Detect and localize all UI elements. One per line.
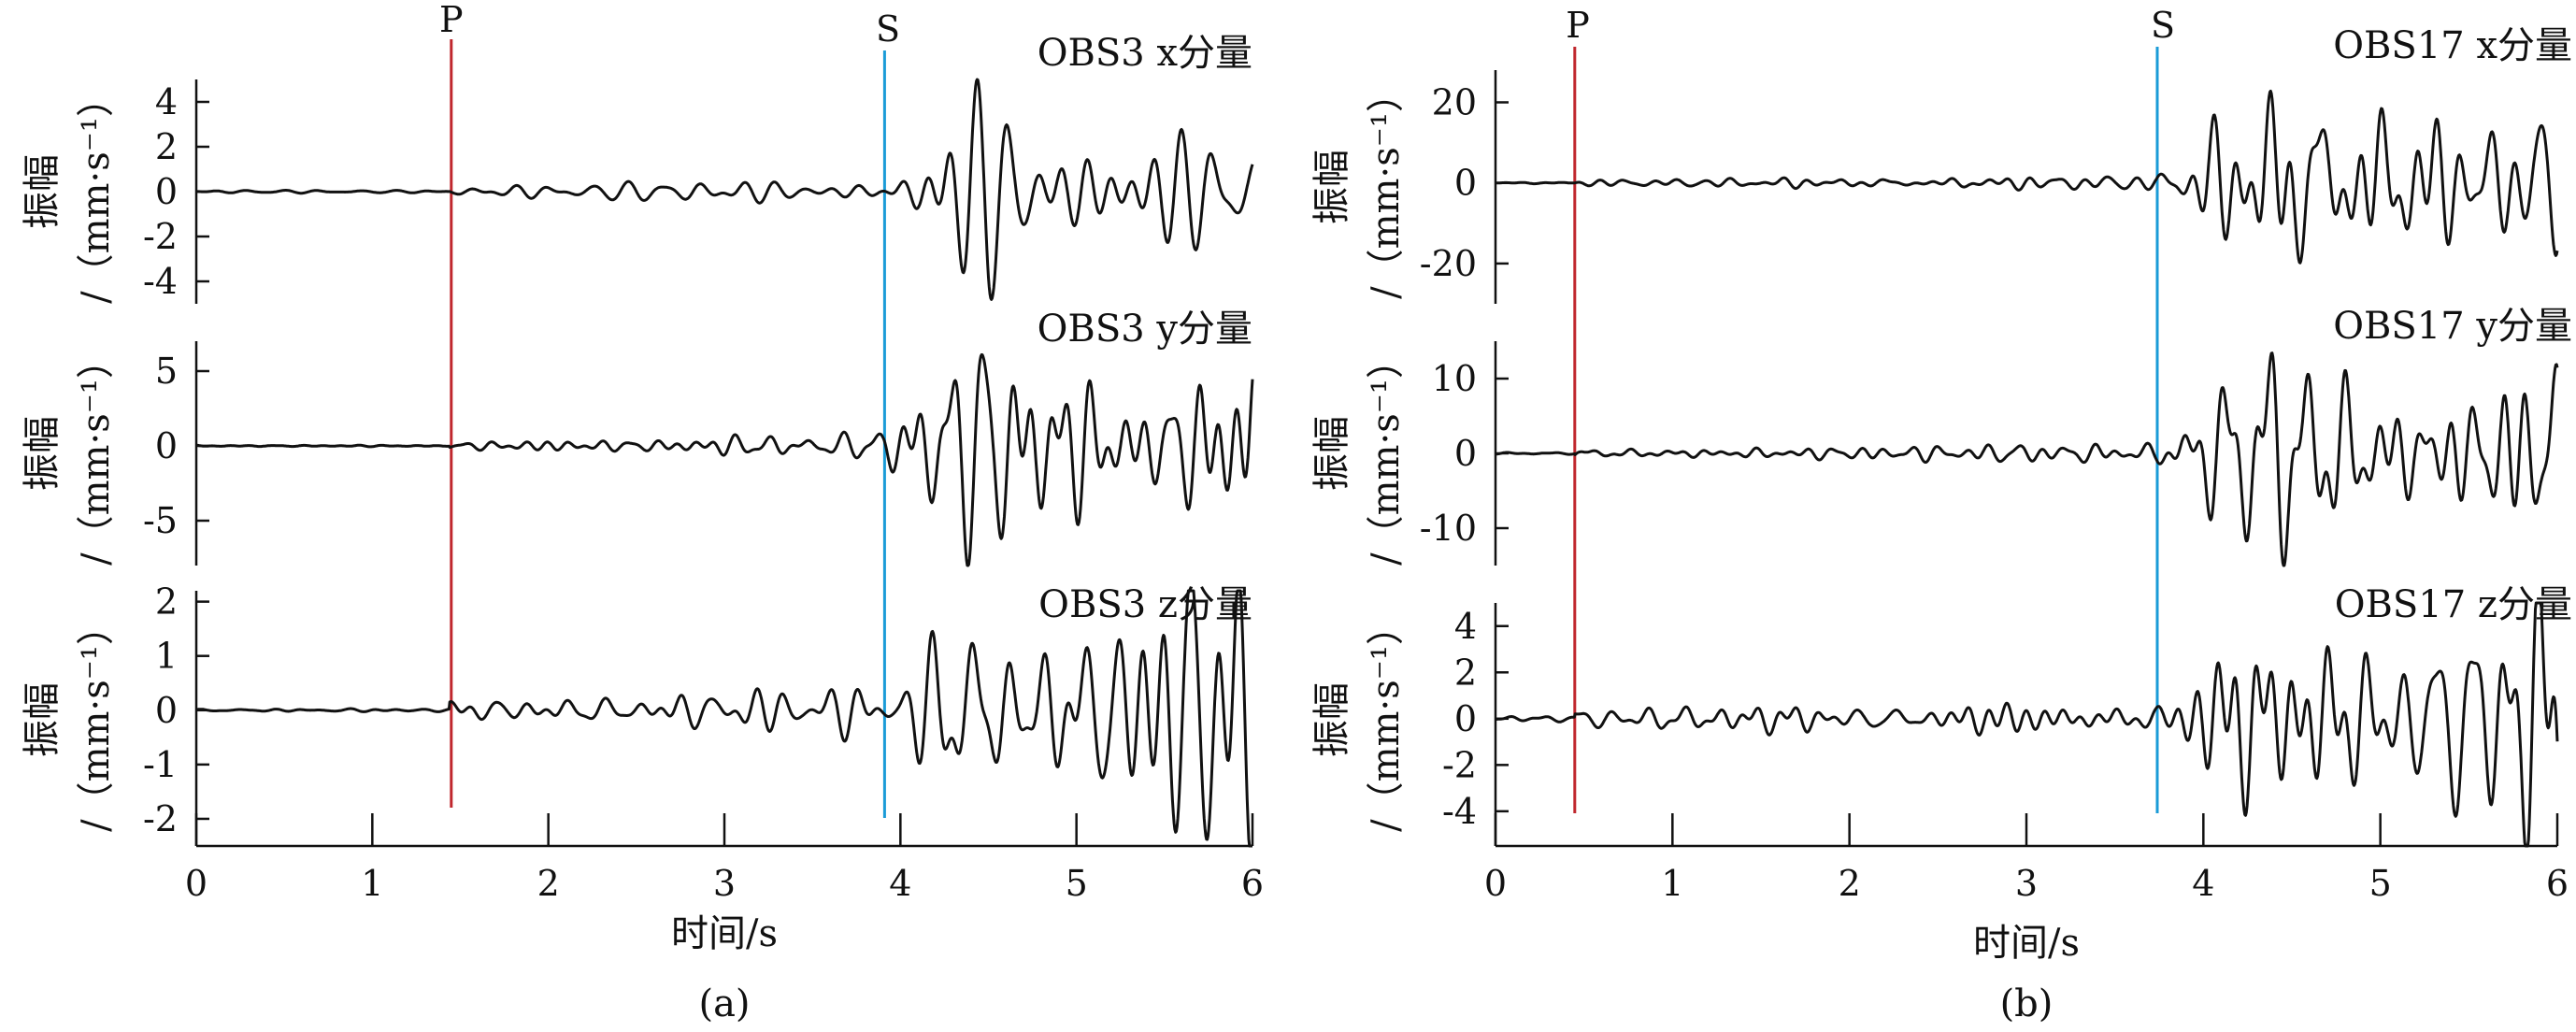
- ytick-label-20: 20: [1432, 81, 1477, 122]
- panel-b-p-label: P: [1566, 5, 1590, 46]
- ytick-label-0: 0: [155, 425, 178, 466]
- xtick-label-4: 4: [2192, 863, 2214, 904]
- panel-b-z-yticks: -4 -2 0 2 4: [1442, 606, 1509, 832]
- panel-b-z-trace: [1495, 601, 2559, 848]
- ytick-label-0: 0: [155, 171, 178, 212]
- panel-a-z-ylabel: 振幅 /（mm·s⁻¹）: [21, 608, 118, 832]
- ytick-label-2: 2: [155, 581, 178, 623]
- xtick-label-4: 4: [889, 863, 911, 904]
- panel-b-x-yticks: -20 0 20: [1420, 81, 1509, 284]
- panel-a-x-title: OBS3 x分量: [1038, 32, 1252, 75]
- panel-a-y-trace: [195, 352, 1254, 567]
- xtick-label-3: 3: [2015, 863, 2038, 904]
- ytick-label--4: -4: [1442, 791, 1477, 832]
- xtick-label-2: 2: [537, 863, 560, 904]
- panel-b-y-title: OBS17 y分量: [2333, 305, 2572, 348]
- panel-b-xlabel: 时间/s: [1973, 922, 2080, 965]
- panel-b-x-title: OBS17 x分量: [2333, 24, 2572, 67]
- panel-a-caption: (a): [698, 982, 750, 1025]
- xtick-label-2: 2: [1839, 863, 1861, 904]
- xtick-label-1: 1: [1661, 863, 1683, 904]
- xtick-label-5: 5: [1066, 863, 1088, 904]
- panel-b-subplot-y: -10 0 10 OBS17 y分量 振幅 /（mm·s⁻¹）: [1310, 305, 2572, 567]
- panel-a-y-ylabel-line2: /（mm·s⁻¹）: [75, 341, 118, 566]
- ytick-label-1: 1: [155, 636, 178, 677]
- ytick-label--1: -1: [143, 744, 178, 785]
- ytick-label--2: -2: [1442, 744, 1477, 785]
- xtick-label-0: 0: [185, 863, 208, 904]
- xtick-label-3: 3: [713, 863, 736, 904]
- ytick-label--2: -2: [143, 798, 178, 839]
- panel-b-z-ylabel: 振幅 /（mm·s⁻¹）: [1310, 608, 1408, 832]
- ytick-label-0: 0: [155, 690, 178, 731]
- ytick-label-0: 0: [1454, 163, 1477, 204]
- panel-b-xaxis: 0 1 2 3 4 5 6 时间/s: [1484, 813, 2569, 965]
- panel-a-z-title: OBS3 z分量: [1038, 583, 1252, 626]
- panel-a-x-trace: [195, 78, 1254, 301]
- panel-a-p-label: P: [439, 0, 464, 40]
- panel-b-y-ylabel-line1: 振幅: [1310, 416, 1353, 491]
- xtick-label-5: 5: [2369, 863, 2392, 904]
- panel-a-x-ylabel: 振幅 /（mm·s⁻¹）: [21, 79, 118, 304]
- panel-b-z-ylabel-line1: 振幅: [1310, 682, 1353, 757]
- xtick-label-0: 0: [1484, 863, 1507, 904]
- panel-a-y-ylabel-line1: 振幅: [21, 416, 64, 491]
- ytick-label-2: 2: [1454, 652, 1477, 693]
- panel-b-z-ylabel-line2: /（mm·s⁻¹）: [1365, 608, 1408, 832]
- ytick-label--5: -5: [143, 500, 178, 541]
- panel-a-y-title: OBS3 y分量: [1038, 308, 1252, 351]
- panel-a-x-ylabel-line2: /（mm·s⁻¹）: [75, 79, 118, 304]
- panel-a-z-trace: [195, 589, 1253, 848]
- panel-b-s-label: S: [2151, 5, 2175, 46]
- panel-b-x-ylabel-line2: /（mm·s⁻¹）: [1365, 75, 1408, 299]
- panel-a-subplot-y: -5 0 5 OBS3 y分量 振幅 /（mm·s⁻¹）: [21, 308, 1254, 567]
- ytick-label--2: -2: [143, 216, 178, 257]
- ytick-label-2: 2: [155, 126, 178, 167]
- ytick-label-4: 4: [1454, 606, 1477, 647]
- panel-b-subplot-z: -4 -2 0 2 4 OBS17 z分量 振幅 /（mm·s⁻¹）: [1310, 583, 2572, 848]
- panel-a-z-ylabel-line2: /（mm·s⁻¹）: [75, 608, 118, 832]
- ytick-label--10: -10: [1420, 508, 1477, 549]
- xtick-label-6: 6: [2546, 863, 2569, 904]
- panel-b-subplot-x: -20 0 20 OBS17 x分量 振幅 /（mm·s⁻¹）: [1310, 24, 2572, 304]
- ytick-label-10: 10: [1432, 358, 1477, 399]
- panel-a-z-yticks: -2 -1 0 1 2: [143, 581, 209, 839]
- panel-a-y-ylabel: 振幅 /（mm·s⁻¹）: [21, 341, 118, 566]
- panel-a-xlabel: 时间/s: [671, 912, 778, 955]
- panel-a-xticks: 0 1 2 3 4 5 6: [185, 813, 1264, 904]
- ytick-label--4: -4: [143, 261, 178, 302]
- panel-b-caption: (b): [2000, 982, 2054, 1025]
- ytick-label-0: 0: [1454, 698, 1477, 739]
- panel-b-z-title: OBS17 z分量: [2335, 583, 2572, 626]
- panel-a-y-yticks: -5 0 5: [143, 351, 209, 541]
- panel-b-xticks: 0 1 2 3 4 5 6: [1484, 813, 2569, 904]
- panel-b-x-ylabel-line1: 振幅: [1310, 150, 1353, 224]
- panel-b-y-ylabel: 振幅 /（mm·s⁻¹）: [1310, 341, 1408, 566]
- xtick-label-1: 1: [361, 863, 383, 904]
- ytick-label-4: 4: [155, 81, 178, 122]
- panel-b-x-trace: [1495, 89, 2559, 265]
- ytick-label-0: 0: [1454, 433, 1477, 474]
- panel-b-y-ylabel-line2: /（mm·s⁻¹）: [1365, 341, 1408, 566]
- xtick-label-6: 6: [1241, 863, 1264, 904]
- ytick-label-5: 5: [155, 351, 178, 392]
- panel-a-xaxis: 0 1 2 3 4 5 6 时间/s: [185, 813, 1264, 955]
- panel-b-y-trace: [1495, 351, 2559, 567]
- panel-a-x-ylabel-line1: 振幅: [21, 154, 64, 229]
- ytick-label--20: -20: [1420, 243, 1477, 284]
- panel-a-z-ylabel-line1: 振幅: [21, 682, 64, 757]
- panel-b-y-yticks: -10 0 10: [1420, 358, 1509, 549]
- panel-b-x-ylabel: 振幅 /（mm·s⁻¹）: [1310, 75, 1408, 299]
- panel-a-s-label: S: [876, 8, 900, 50]
- panel-a-subplot-z: -2 -1 0 1 2 OBS3 z分量 振幅 /（mm·s⁻¹）: [21, 581, 1253, 848]
